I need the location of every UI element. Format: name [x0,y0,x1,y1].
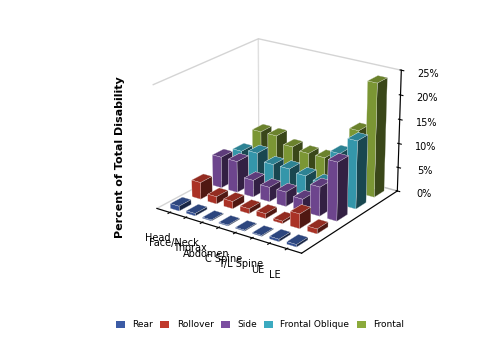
Text: Percent of Total Disability: Percent of Total Disability [114,76,124,238]
Legend: Rear, Rollover, Side, Frontal Oblique, Frontal: Rear, Rollover, Side, Frontal Oblique, F… [112,317,408,333]
